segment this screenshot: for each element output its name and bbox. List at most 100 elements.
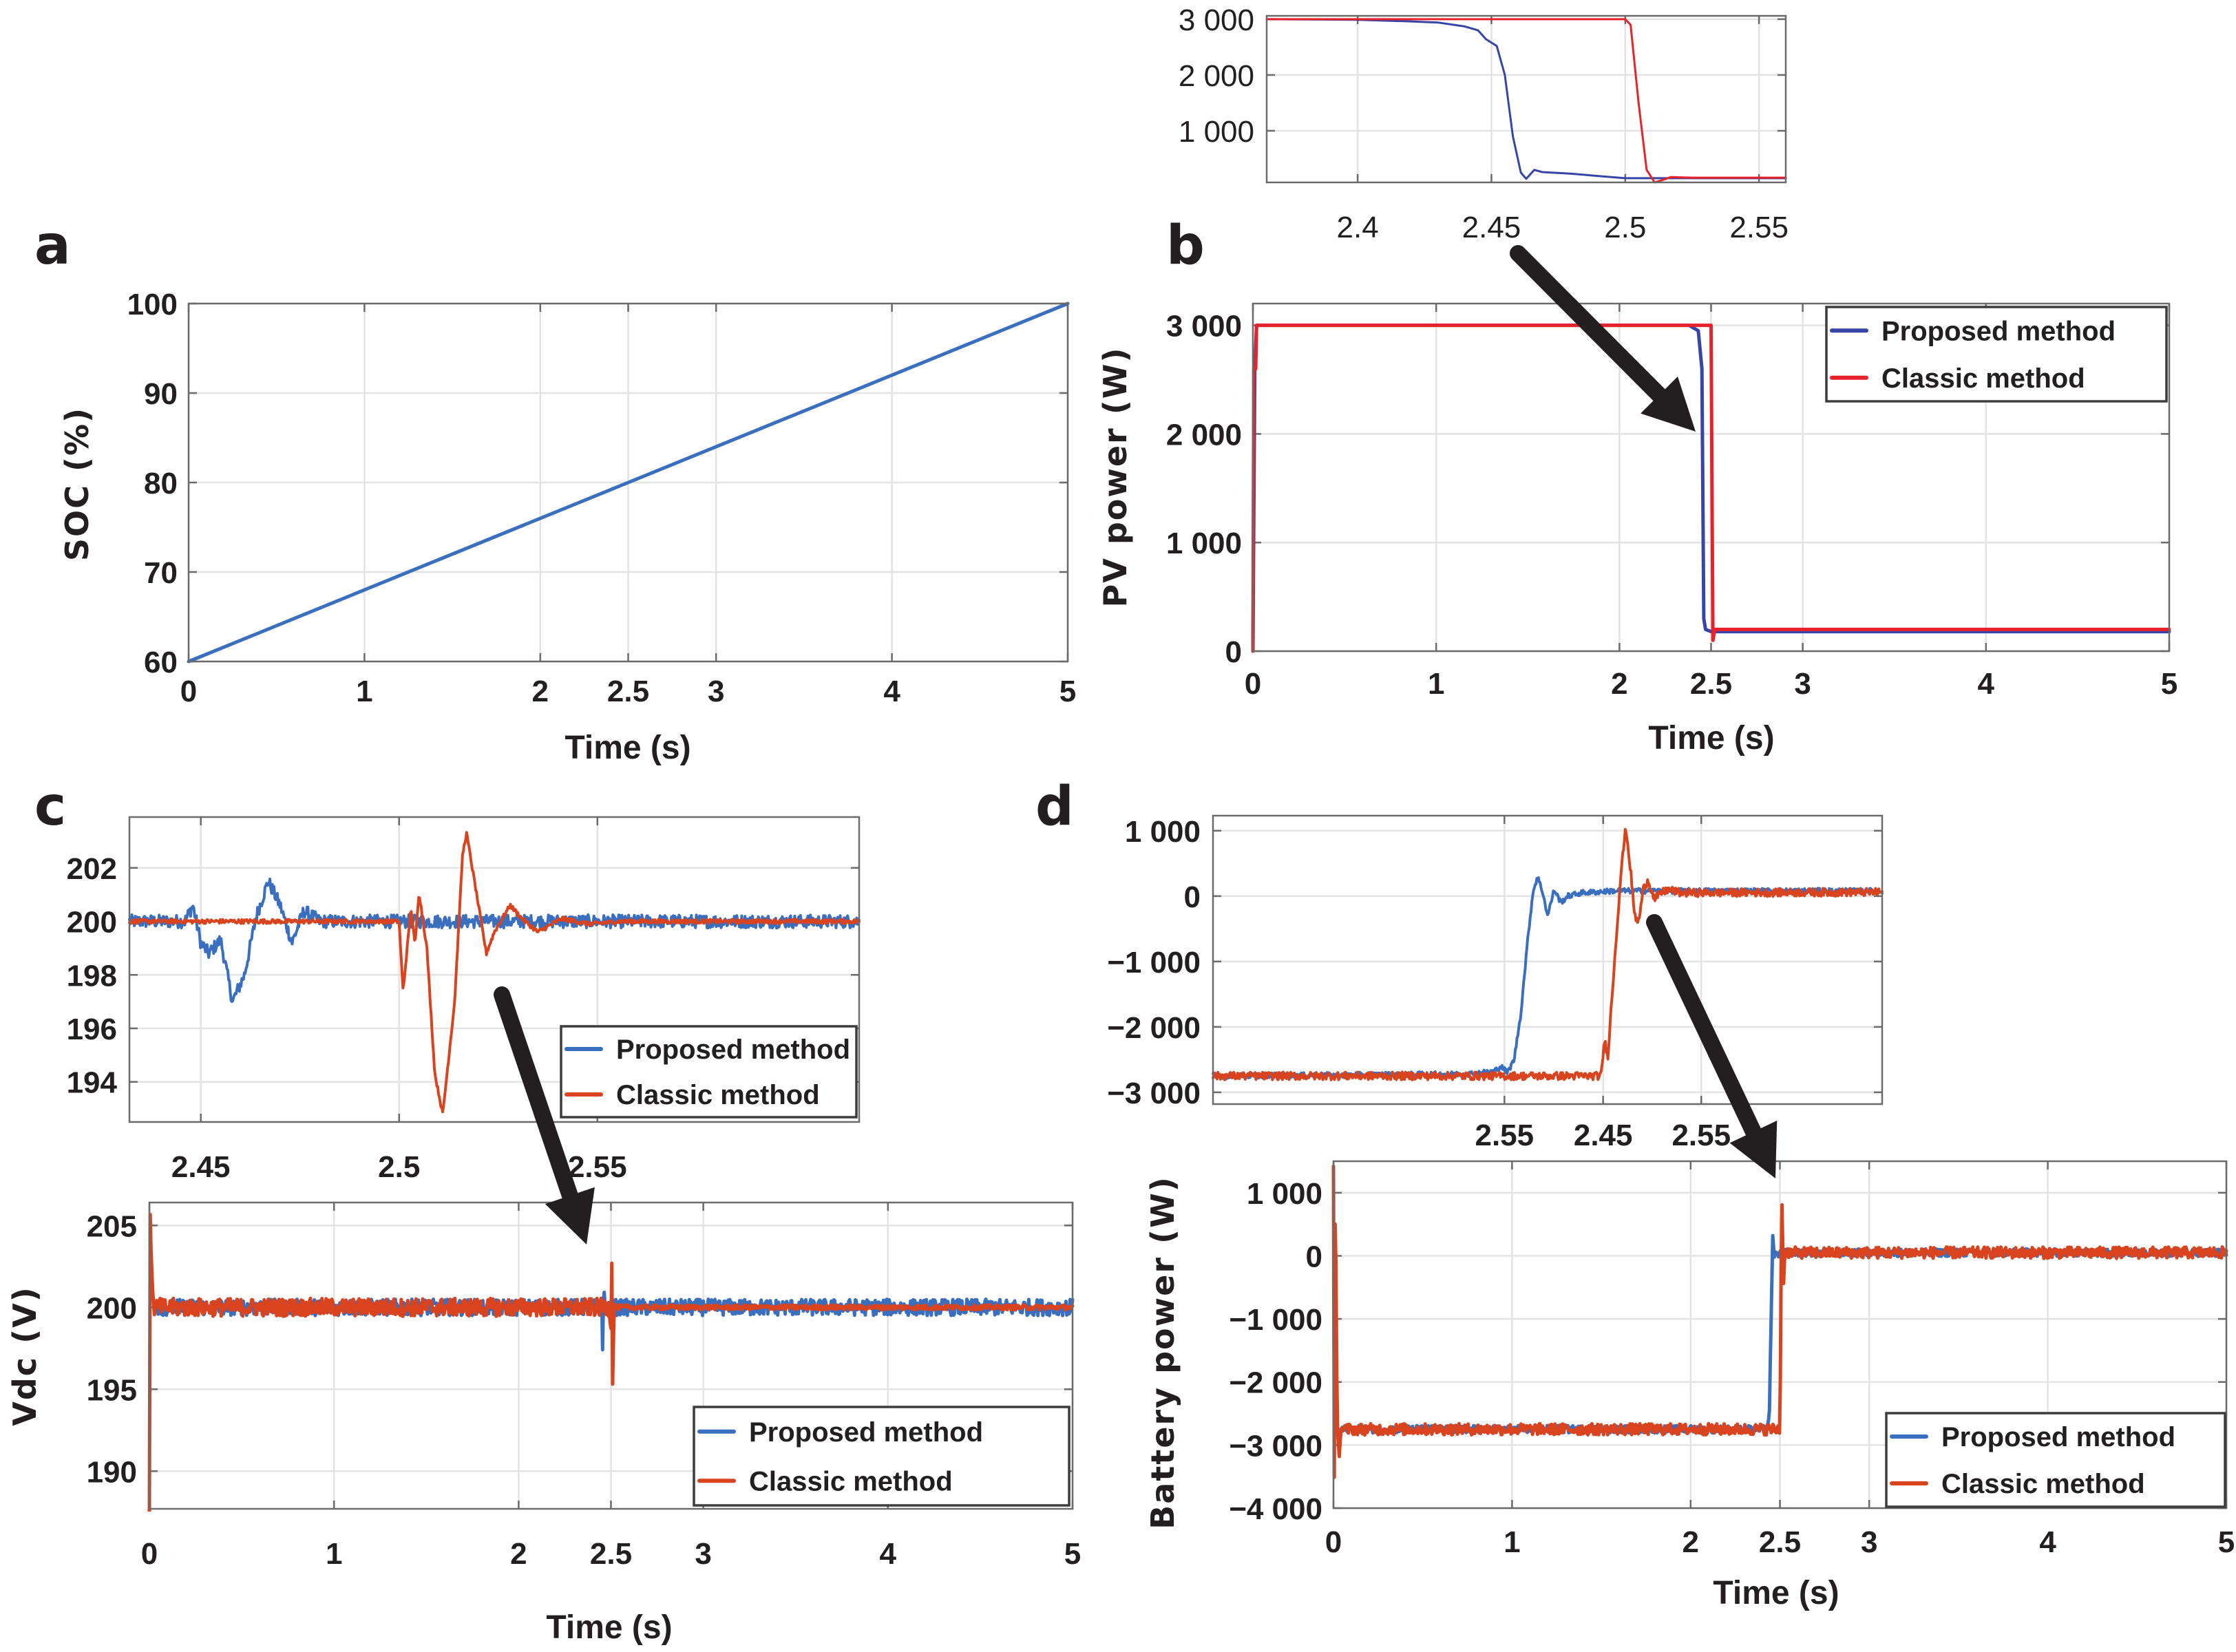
series-line-classic-method — [1331, 1164, 2228, 1479]
arrow-shaft — [1646, 914, 1764, 1143]
arrow-shaft — [494, 986, 580, 1207]
x-tick-label: 1 — [356, 675, 372, 708]
panel-letter-a: a — [34, 215, 71, 277]
y-axis-label: Battery power (W) — [1144, 1176, 1181, 1529]
y-tick-label: 194 — [67, 1066, 118, 1100]
y-tick-label: 100 — [127, 288, 178, 321]
x-tick-label: 4 — [1978, 667, 1995, 701]
x-tick-label: 3 — [695, 1537, 711, 1571]
series-line-classic-method — [128, 831, 861, 1114]
panel-c-inset-zoom-chart: 2.45 2.5 2.55 194 196 198 200 202 Proposed metho… — [67, 816, 861, 1184]
panel-b-inset-zoom-chart: 2.4 2.45 2.5 2.55 1 000 2 000 3 000 — [1179, 3, 1789, 244]
y-tick-label: 80 — [144, 467, 178, 500]
x-tick-label: 0 — [141, 1537, 158, 1571]
y-tick-label: 0 — [1184, 880, 1201, 914]
y-axis-label: PV power (W) — [1097, 346, 1134, 607]
legend: Proposed method Classic method — [693, 1406, 1070, 1507]
x-tick-label: 2.55 — [568, 1150, 627, 1184]
axes-frame — [1212, 814, 1884, 1105]
x-tick-label: 4 — [883, 675, 900, 708]
arrow-head — [545, 1187, 595, 1245]
x-tick-label: 2.55 — [1729, 211, 1789, 244]
arrow-shaft — [1510, 245, 1670, 406]
x-axis-label: Time (s) — [546, 1609, 672, 1646]
y-tick-label: −3 000 — [1229, 1429, 1322, 1463]
x-tick-label: 4 — [2039, 1525, 2056, 1559]
axes-frame — [128, 816, 861, 1123]
series-line-proposed-method — [1265, 18, 1787, 180]
x-tick-label: 0 — [180, 675, 197, 708]
x-tick-label: 5 — [2218, 1525, 2235, 1559]
x-tick-label: 2 — [1683, 1525, 1699, 1559]
legend: Proposed method Classic method — [1885, 1412, 2226, 1508]
x-tick-label: 2.5 — [607, 675, 649, 708]
y-tick-label: −1 000 — [1229, 1303, 1322, 1337]
x-tick-label: 2.5 — [1759, 1525, 1801, 1559]
legend-box — [560, 1025, 858, 1119]
x-tick-label: 0 — [1325, 1525, 1342, 1559]
y-tick-label: 1 000 — [1166, 527, 1242, 560]
legend: Proposed method Classic method — [560, 1025, 858, 1119]
y-tick-label: 90 — [144, 377, 178, 411]
legend-label: Proposed method — [616, 1035, 850, 1065]
x-tick-label: 1 — [1504, 1525, 1520, 1559]
x-tick-label: 5 — [1059, 675, 1076, 708]
y-tick-label: 3 000 — [1166, 310, 1242, 343]
arrow-head — [1641, 377, 1696, 432]
legend-label: Classic method — [616, 1080, 820, 1110]
y-tick-label: 70 — [144, 556, 178, 590]
x-tick-label: 2.55 — [1671, 1119, 1731, 1152]
series-line-classic-method — [1212, 827, 1884, 1081]
y-tick-label: 195 — [87, 1373, 137, 1407]
x-tick-label: 2.45 — [171, 1150, 231, 1184]
x-axis-label: Time (s) — [1713, 1575, 1839, 1611]
callout-arrows — [494, 245, 1778, 1245]
series-line-classic-method — [147, 1212, 1075, 1512]
x-tick-label: 2 — [1611, 667, 1627, 701]
axes-frame — [1265, 14, 1787, 184]
x-tick-label: 5 — [2161, 667, 2177, 701]
x-tick-label: 2.5 — [590, 1537, 632, 1571]
y-tick-label: 2 000 — [1179, 59, 1254, 93]
x-axis-label: Time (s) — [1648, 720, 1774, 756]
y-tick-label: 1 000 — [1247, 1177, 1322, 1211]
x-tick-label: 2.5 — [1604, 211, 1646, 244]
legend-box — [1825, 306, 2168, 403]
y-tick-label: 200 — [67, 906, 117, 940]
x-tick-label: 1 — [326, 1537, 342, 1571]
y-tick-label: 196 — [67, 1013, 117, 1046]
x-tick-label: 2.4 — [1337, 211, 1379, 244]
y-tick-label: 202 — [67, 852, 117, 886]
y-tick-label: 0 — [1306, 1240, 1322, 1273]
y-tick-label: 1 000 — [1179, 115, 1254, 149]
legend-label: Proposed method — [1881, 316, 2116, 346]
legend-box — [1885, 1412, 2226, 1508]
panel-letter-b: b — [1166, 215, 1205, 277]
panel-letter-c: c — [34, 776, 66, 838]
x-tick-label: 1 — [1428, 667, 1444, 701]
y-tick-label: −2 000 — [1107, 1011, 1201, 1045]
arrow-head — [1729, 1120, 1778, 1178]
x-tick-label: 3 — [708, 675, 724, 708]
x-tick-label: 4 — [880, 1537, 897, 1571]
series-line-soc — [187, 301, 1070, 664]
x-tick-label: 0 — [1245, 667, 1261, 701]
x-tick-label: 3 — [1861, 1525, 1877, 1559]
y-tick-label: 198 — [67, 959, 117, 993]
axes-frame — [1332, 1160, 2228, 1510]
y-tick-label: −1 000 — [1107, 946, 1201, 979]
series-line-classic-method — [1265, 18, 1787, 184]
x-tick-label: 2 — [510, 1537, 527, 1571]
panel-d-battery-power-chart: Battery power (W) Time (s) 0 1 2 2.5 3 4 5 −4 0… — [1144, 1160, 2235, 1611]
panel-b-pv-power-chart: PV power (W) Time (s) 0 1 2 2.5 3 4 5 0 1 000 2 0… — [1097, 302, 2177, 756]
legend-label: Classic method — [1881, 363, 2085, 394]
axes-frame — [1252, 302, 2171, 653]
legend-label: Classic method — [749, 1466, 953, 1496]
panel-c-vdc-chart: Vdc (V) Time (s) 0 1 2 2.5 3 4 5 190 195 200 205 Pr… — [6, 1201, 1081, 1646]
series-line-classic-method — [1251, 324, 2171, 653]
legend-box — [693, 1406, 1070, 1507]
x-tick-label: 2 — [532, 675, 549, 708]
plot-area — [1213, 816, 1882, 1104]
y-tick-label: 3 000 — [1179, 3, 1254, 37]
